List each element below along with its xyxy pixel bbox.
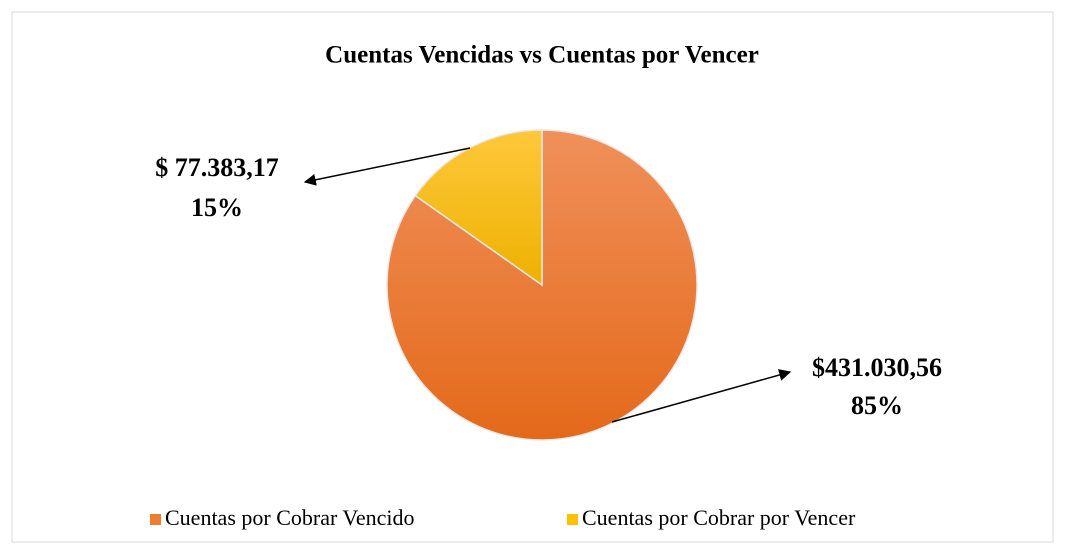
legend-swatch [567,514,578,525]
leader-line [611,369,792,423]
data-label: $431.030,56 [812,353,942,382]
data-label: $ 77.383,17 [155,153,279,182]
legend-swatch [150,514,161,525]
chart-title: Cuentas Vencidas vs Cuentas por Vencer [325,42,759,69]
pie-slice [414,129,543,287]
legend-label: Cuentas por Cobrar por Vencer [582,505,856,530]
percent-label: 85% [851,391,903,420]
leader-line [303,147,471,186]
percent-label: 15% [191,193,243,222]
legend-label: Cuentas por Cobrar Vencido [165,505,415,530]
